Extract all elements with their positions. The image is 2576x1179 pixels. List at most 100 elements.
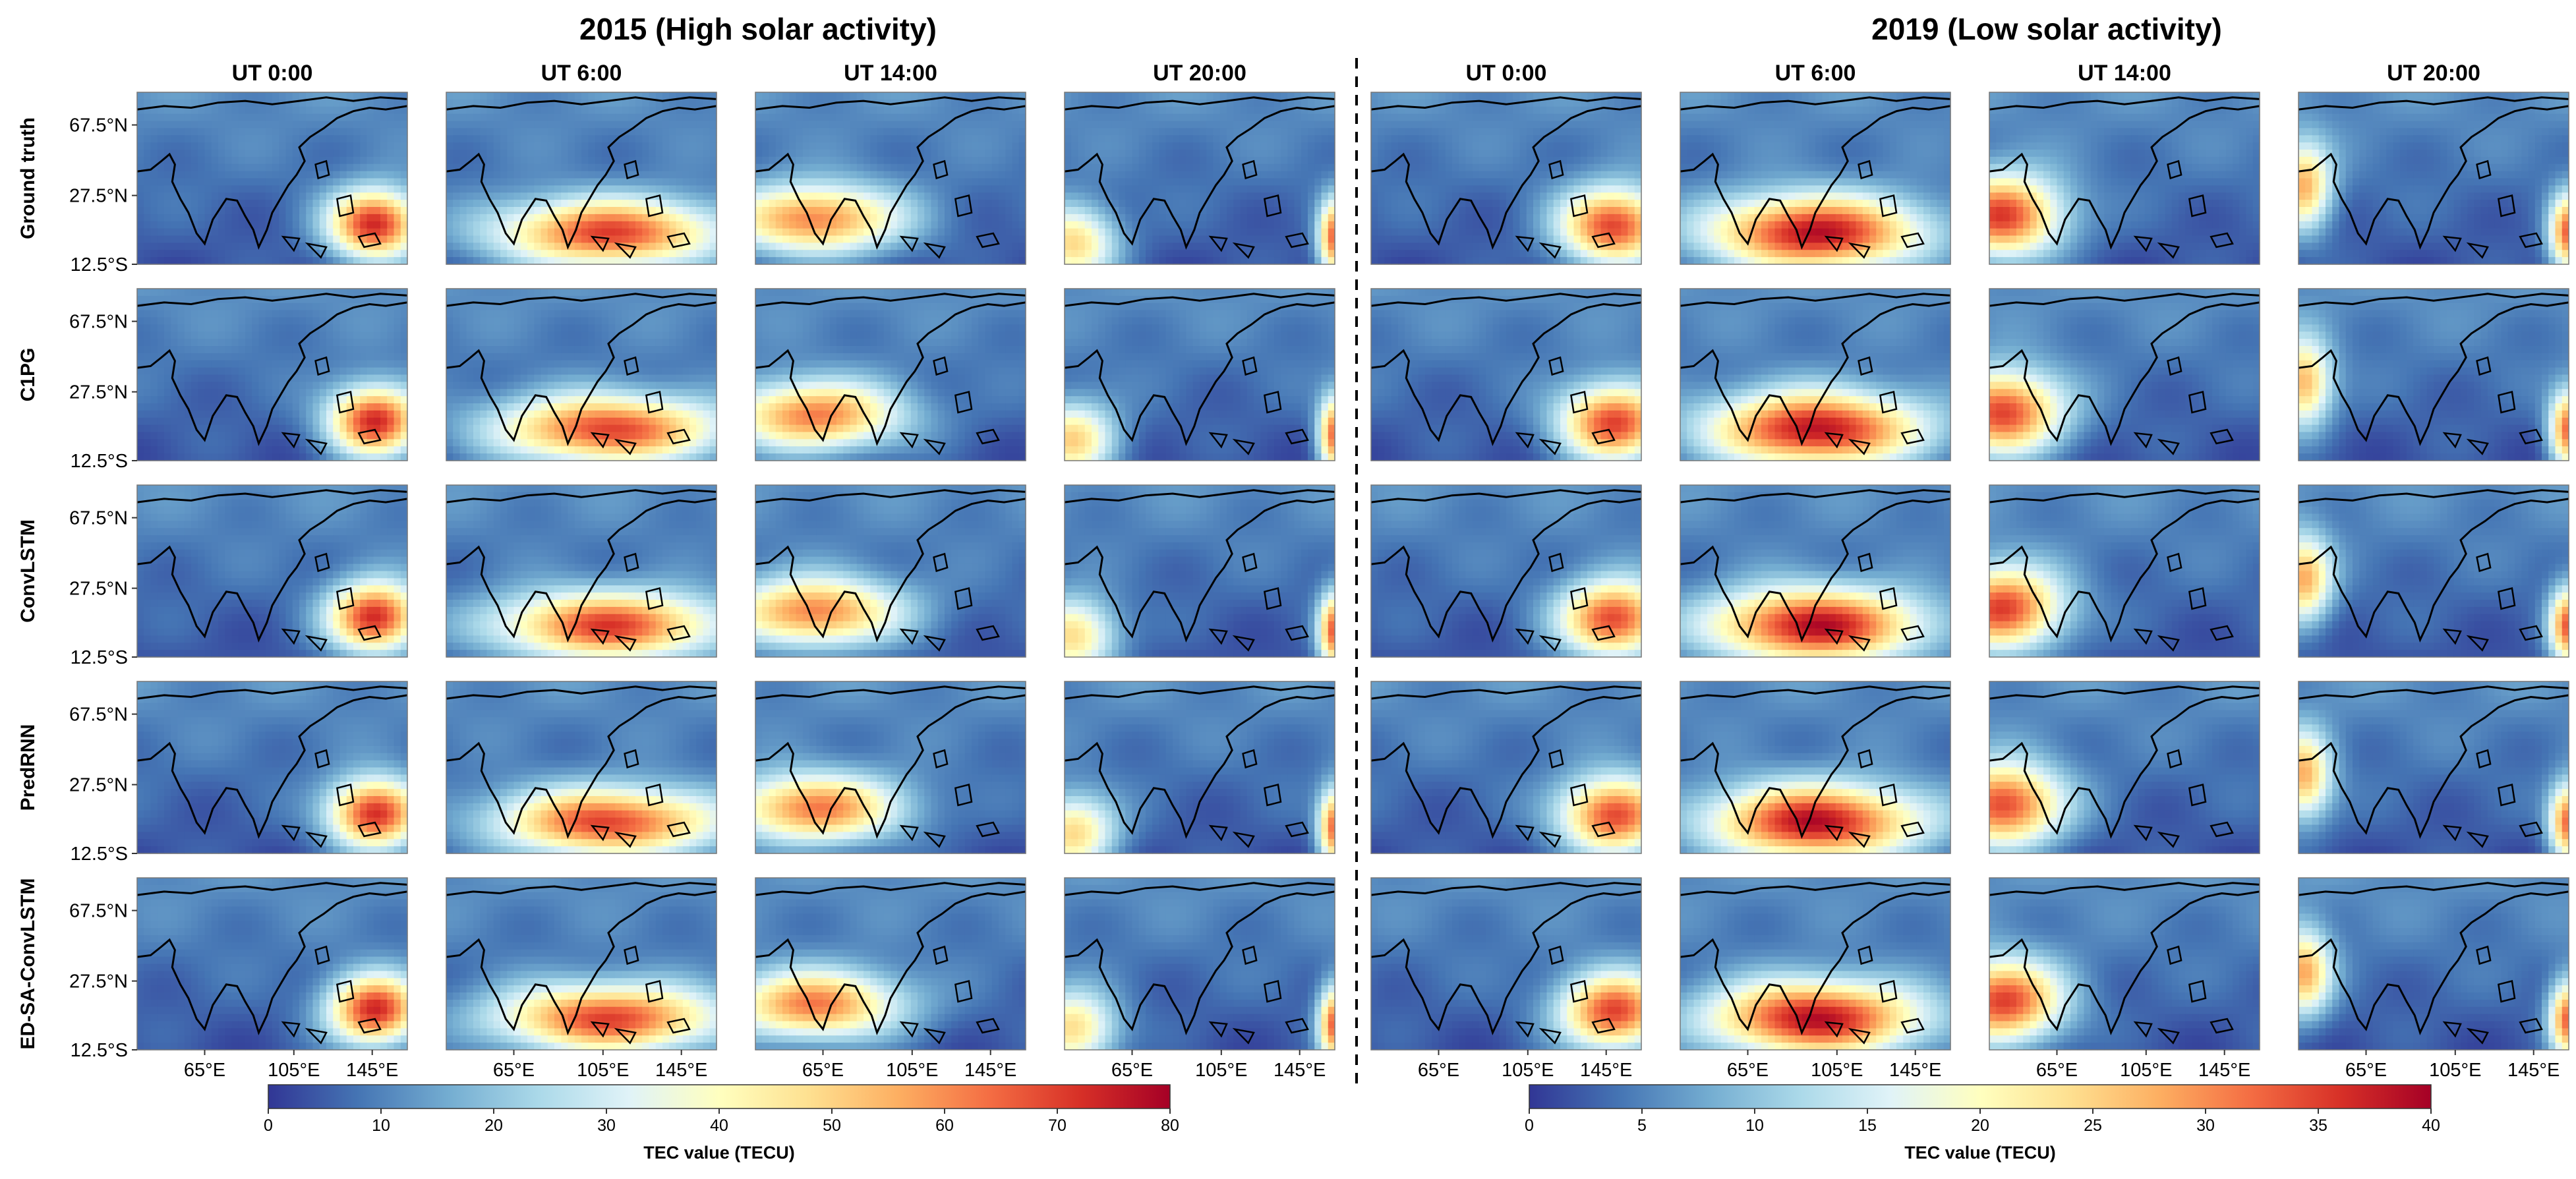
island-outline: [976, 1018, 1000, 1034]
island-outline: [624, 945, 639, 965]
panel-frame: [446, 877, 717, 1050]
panel-frame: [1989, 681, 2260, 854]
coastline-north: [1370, 293, 1642, 307]
island-outline: [954, 587, 973, 610]
heatmap-panel: [1370, 288, 1642, 461]
colorbar-2015: 0 10 20 30 40 50 60 70 80 TEC value (TECU): [264, 1084, 1179, 1163]
coastline: [1064, 498, 1335, 643]
island-outline: [357, 1018, 382, 1034]
island-outline: [2466, 635, 2489, 652]
colorbar-tick-label: 25: [2084, 1116, 2102, 1135]
y-tick-label: 27.5°N: [69, 382, 128, 403]
x-tick-label: 65°E: [184, 1060, 225, 1081]
heatmap-panel: [2298, 484, 2569, 658]
coastline: [2298, 105, 2569, 250]
x-tick-label: 65°E: [493, 1060, 535, 1081]
heatmap-panel: [2298, 92, 2569, 265]
island-outline: [1569, 587, 1589, 610]
heatmap-panel: [446, 288, 717, 461]
island-outline: [614, 438, 637, 455]
island-outline: [1208, 432, 1228, 449]
panel-frame: [1680, 288, 1951, 461]
coastline-north: [1989, 882, 2260, 896]
island-outline: [976, 625, 1000, 641]
island-outline: [1591, 428, 1616, 445]
island-outline: [933, 945, 949, 965]
coastline: [1370, 105, 1642, 250]
island-outline: [976, 428, 1000, 445]
coastline-north: [1370, 882, 1642, 896]
coastline: [2298, 301, 2569, 447]
coastline: [1370, 890, 1642, 1036]
coastline-north: [2298, 685, 2569, 700]
panel-frame: [1989, 92, 2260, 265]
island-outline: [2188, 194, 2207, 217]
island-outline: [1538, 242, 1562, 259]
heatmap-panel: [1989, 484, 2260, 658]
coastline-north: [136, 882, 408, 896]
island-outline: [2476, 356, 2492, 376]
row-label: PredRNN: [17, 724, 39, 811]
island-outline: [2466, 1027, 2489, 1045]
island-outline: [1242, 159, 1258, 180]
x-tick-label: 145°E: [1273, 1060, 1326, 1081]
island-outline: [1569, 784, 1589, 807]
panel-frame: [1064, 92, 1335, 265]
panel-frame: [2298, 288, 2569, 461]
island-outline: [590, 628, 610, 645]
colorbar-tick-label: 80: [1161, 1116, 1179, 1135]
heatmap-panel: [1064, 681, 1335, 854]
coastline-north: [755, 96, 1026, 111]
heatmap-panel: [446, 681, 717, 854]
coastline: [1370, 301, 1642, 447]
island-outline: [1548, 159, 1564, 180]
island-outline: [1285, 821, 1309, 838]
island-outline: [590, 1021, 610, 1038]
heatmap-panel: [446, 92, 717, 265]
colorbar-tick-label: 0: [264, 1116, 273, 1135]
island-outline: [314, 749, 330, 769]
island-outline: [2442, 1021, 2462, 1038]
coastline-north: [1680, 293, 1951, 307]
coastline: [1989, 301, 2260, 447]
panel-frame: [136, 288, 408, 461]
heatmap-panel: [446, 484, 717, 658]
x-tick-label: 105°E: [2120, 1060, 2172, 1081]
x-tick-label: 65°E: [1727, 1060, 1769, 1081]
heatmap-panel: [1680, 877, 1951, 1050]
row-label: ConvLSTM: [17, 519, 39, 623]
coastline-north: [1064, 882, 1335, 896]
island-outline: [1591, 232, 1616, 248]
coastline-north: [1989, 489, 2260, 503]
island-outline: [1285, 428, 1309, 445]
island-outline: [645, 391, 664, 414]
column-headers: UT 0:00 UT 6:00 UT 14:00 UT 20:00 UT 0:00 UT …: [232, 61, 2480, 86]
island-outline: [2133, 628, 2153, 645]
coastline-north: [446, 685, 717, 700]
island-outline: [2167, 159, 2182, 180]
panel-frame: [446, 92, 717, 265]
island-outline: [624, 552, 639, 573]
island-outline: [2133, 432, 2153, 449]
y-tick-label: 27.5°N: [69, 971, 128, 992]
coastline: [1064, 694, 1335, 840]
island-outline: [2167, 552, 2182, 573]
y-tick-label: 67.5°N: [69, 312, 128, 333]
island-outline: [1538, 831, 1562, 848]
y-axis-ticks: 67.5°N 27.5°N 12.5°S 67.5°N 27.5°N 12.5°S 67.5…: [69, 115, 137, 1061]
island-outline: [590, 824, 610, 842]
y-tick-label: 27.5°N: [69, 579, 128, 600]
island-outline: [2133, 235, 2153, 252]
island-outline: [899, 1021, 919, 1038]
island-outline: [899, 432, 919, 449]
island-outline: [614, 242, 637, 259]
column-header: UT 0:00: [1466, 61, 1547, 86]
x-tick-label: 105°E: [577, 1060, 629, 1081]
coastline: [755, 694, 1026, 840]
coastline-north: [1680, 489, 1951, 503]
panel-frame: [1370, 877, 1642, 1050]
colorbar-2015-bar: [268, 1084, 1171, 1109]
row-labels: Ground truth C1PG ConvLSTM PredRNN ED-SA-Con…: [17, 117, 39, 1049]
island-outline: [614, 635, 637, 652]
island-outline: [2188, 784, 2207, 807]
